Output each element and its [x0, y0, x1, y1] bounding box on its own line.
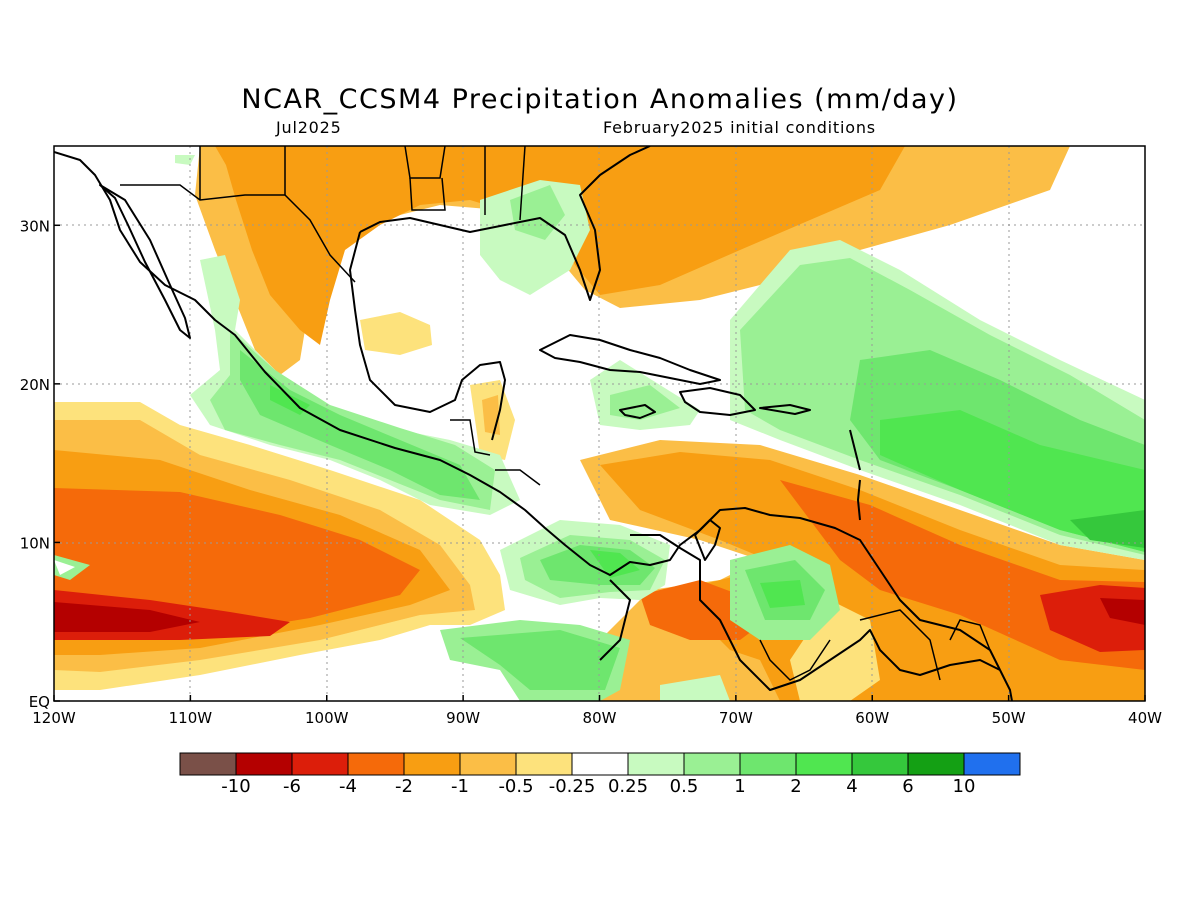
wet-anomaly-region-central-america	[190, 255, 840, 701]
colorbar-swatch	[235, 752, 293, 776]
colorbar-swatch	[683, 752, 741, 776]
colorbar-swatch	[347, 752, 405, 776]
y-tick-label: 30N	[20, 217, 50, 235]
colorbar-label: 10	[953, 776, 976, 797]
x-tick-label: 120W	[32, 709, 76, 727]
y-tick-label: 20N	[20, 376, 50, 394]
wet-anomaly-region-gulf	[175, 155, 730, 701]
initial-conditions: February2025 initial conditions	[603, 118, 876, 137]
x-tick-label: 40W	[1128, 709, 1162, 727]
colorbar-swatch	[403, 752, 461, 776]
x-tick-label: 50W	[992, 709, 1026, 727]
colorbar-swatch	[907, 752, 965, 776]
colorbar-label: 0.25	[608, 776, 648, 797]
colorbar-swatch	[459, 752, 517, 776]
colorbar-swatch	[963, 752, 1021, 776]
colorbar-label: -0.25	[549, 776, 596, 797]
colorbar-label: -0.5	[498, 776, 533, 797]
x-tick-label: 100W	[305, 709, 349, 727]
axis-labels: 120W 110W 100W 90W 80W 70W 60W 50W 40W EQ 10N 20N 30…	[20, 217, 1162, 727]
colorbar-swatch	[851, 752, 909, 776]
colorbar-label: -4	[339, 776, 357, 797]
colorbar-label: 1	[734, 776, 745, 797]
axis-ticks	[53, 224, 1146, 702]
colorbar-swatch	[515, 752, 573, 776]
colorbar-swatch	[739, 752, 797, 776]
colorbar-label: 6	[902, 776, 913, 797]
coastlines	[54, 146, 1013, 701]
political-borders	[120, 146, 991, 681]
forecast-month: Jul2025	[276, 118, 342, 137]
map-title: NCAR_CCSM4 Precipitation Anomalies (mm/d…	[241, 84, 959, 115]
colorbar-label: -1	[451, 776, 469, 797]
colorbar-label: 4	[846, 776, 857, 797]
colorbar-label: 0.5	[670, 776, 699, 797]
x-tick-label: 80W	[583, 709, 617, 727]
dry-anomaly-region-eastern-pacific	[54, 402, 505, 690]
y-tick-label: 10N	[20, 534, 50, 552]
colorbar: -10 -6 -4 -2 -1 -0.5 -0.25 0.25 0.5 1 2 4 6 10	[179, 752, 1021, 797]
x-tick-label: 70W	[719, 709, 753, 727]
x-tick-label: 110W	[169, 709, 213, 727]
colorbar-label: -6	[283, 776, 301, 797]
colorbar-swatch	[795, 752, 853, 776]
colorbar-swatch	[571, 752, 629, 776]
colorbar-label: -10	[221, 776, 250, 797]
dry-anomaly-region-north	[195, 146, 1070, 460]
colorbar-swatch	[627, 752, 685, 776]
colorbar-swatch	[291, 752, 349, 776]
colorbar-label: 2	[790, 776, 801, 797]
colorbar-label: -2	[395, 776, 413, 797]
y-tick-label: EQ	[29, 693, 50, 711]
x-tick-label: 90W	[446, 709, 480, 727]
colorbar-swatch	[179, 752, 237, 776]
x-tick-label: 60W	[855, 709, 889, 727]
wet-anomaly-region-atlantic	[730, 240, 1145, 560]
